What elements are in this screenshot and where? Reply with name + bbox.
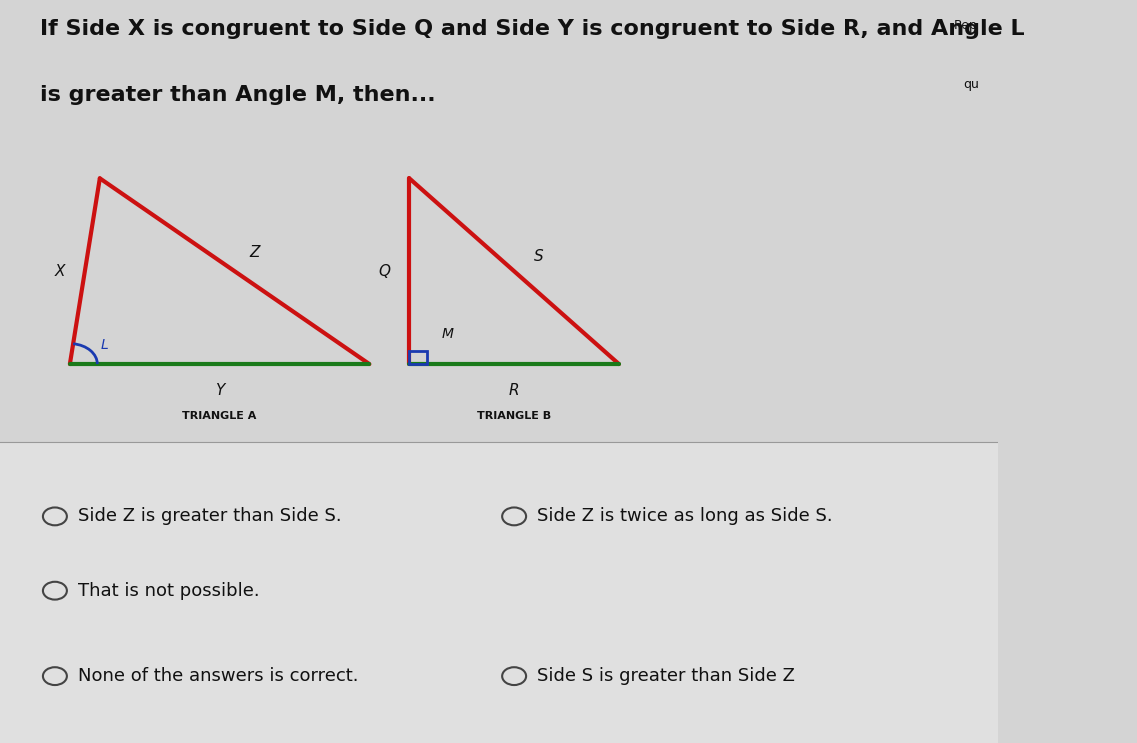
Text: Side S is greater than Side Z: Side S is greater than Side Z bbox=[537, 667, 795, 685]
Text: Y: Y bbox=[215, 383, 224, 398]
Text: None of the answers is correct.: None of the answers is correct. bbox=[77, 667, 358, 685]
Text: That is not possible.: That is not possible. bbox=[77, 582, 259, 600]
Text: R: R bbox=[509, 383, 520, 398]
Text: TRIANGLE B: TRIANGLE B bbox=[478, 411, 551, 421]
Text: L: L bbox=[101, 339, 109, 352]
Text: Q: Q bbox=[379, 264, 390, 279]
Text: M: M bbox=[441, 328, 454, 341]
Text: TRIANGLE A: TRIANGLE A bbox=[182, 411, 257, 421]
Text: Side Z is twice as long as Side S.: Side Z is twice as long as Side S. bbox=[537, 507, 832, 525]
Text: If Side X is congruent to Side Q and Side Y is congruent to Side R, and Angle L: If Side X is congruent to Side Q and Sid… bbox=[40, 19, 1024, 39]
FancyBboxPatch shape bbox=[0, 442, 998, 743]
Text: Side Z is greater than Side S.: Side Z is greater than Side S. bbox=[77, 507, 341, 525]
Text: S: S bbox=[534, 249, 543, 264]
Text: qu: qu bbox=[963, 78, 979, 91]
Text: is greater than Angle M, then...: is greater than Angle M, then... bbox=[40, 85, 435, 106]
Text: X: X bbox=[55, 264, 65, 279]
Text: Z: Z bbox=[249, 245, 260, 260]
Text: Rep: Rep bbox=[954, 19, 978, 31]
